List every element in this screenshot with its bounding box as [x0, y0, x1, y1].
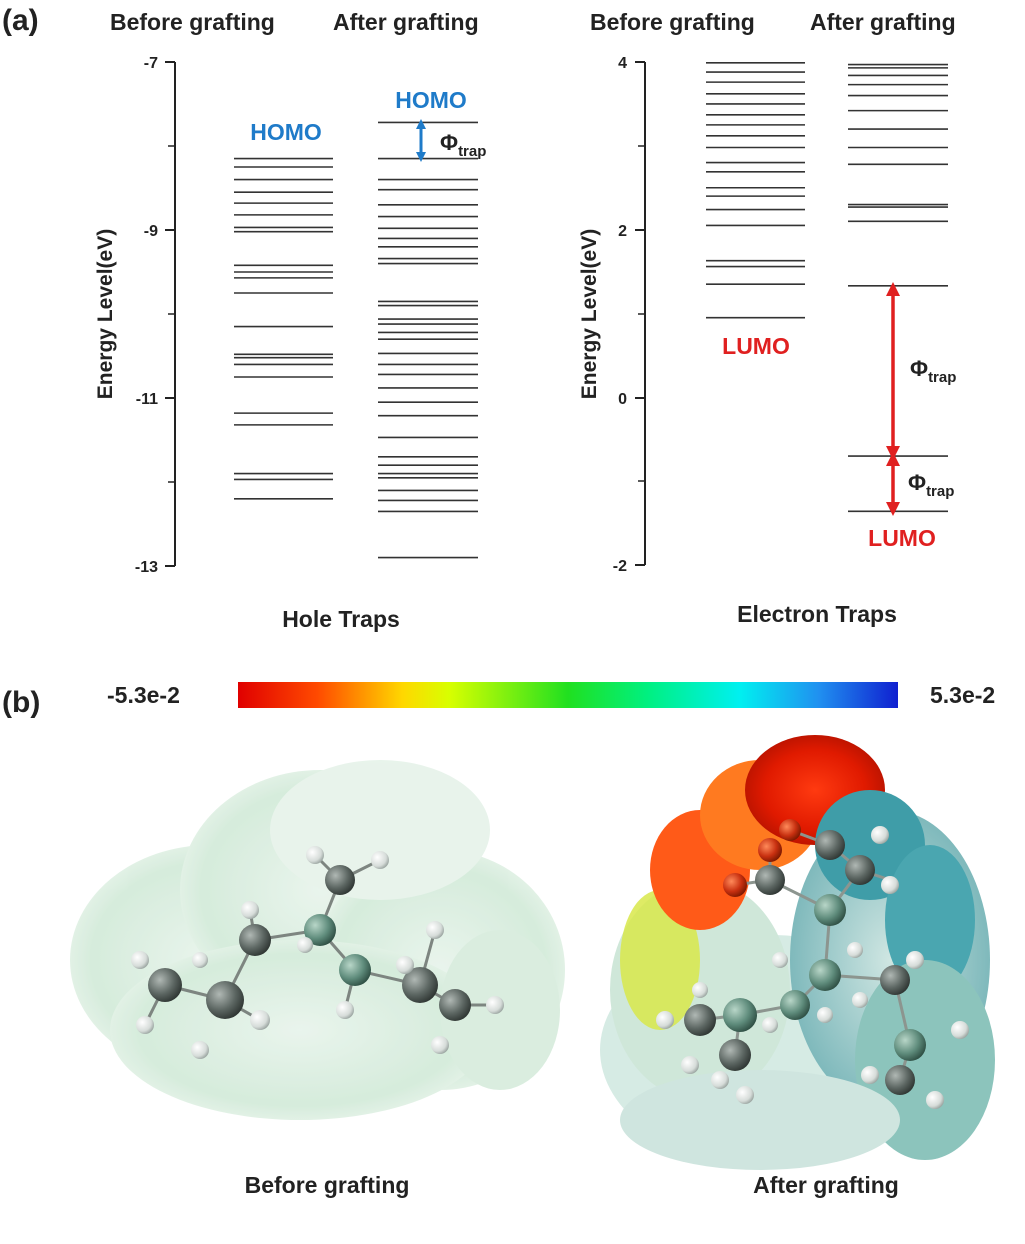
hole-traps-chart: Before grafting After grafting -7 -9 -11… — [94, 9, 486, 632]
molecule-before-grafting: Before grafting — [70, 760, 565, 1198]
molecule-atoms-after — [656, 819, 969, 1109]
molecule-after-grafting: After grafting — [600, 735, 995, 1198]
electron-lumo-after-label: LUMO — [868, 525, 936, 551]
electron-ticks — [635, 61, 645, 566]
caption-after-grafting: After grafting — [753, 1172, 899, 1198]
hole-homo-before-label: HOMO — [250, 119, 322, 145]
hole-ticks — [165, 61, 175, 567]
electron-lumo-before-label: LUMO — [722, 333, 790, 359]
esp-surface-before — [70, 760, 565, 1120]
electron-traps-chart: Before grafting After grafting 4 2 0 -2 … — [578, 9, 956, 627]
esp-surface-after — [600, 735, 995, 1170]
hole-tick-label: -7 — [144, 55, 158, 72]
panel-b-label: (b) — [2, 686, 40, 719]
color-scale-max-label: 5.3e-2 — [930, 682, 995, 708]
hole-tick-label: -9 — [144, 223, 158, 240]
electron-tick-label: 0 — [618, 391, 627, 408]
electron-energy-levels — [706, 62, 948, 513]
caption-before-grafting: Before grafting — [245, 1172, 410, 1198]
color-scale-gradient — [238, 682, 898, 708]
hole-traps-caption: Hole Traps — [282, 606, 400, 632]
hole-col-before-title: Before grafting — [110, 9, 275, 35]
hole-energy-levels — [234, 121, 478, 559]
hole-tick-label: -11 — [136, 391, 158, 408]
electron-phi-trap-label-upper: Φtrap — [910, 356, 956, 386]
electron-tick-label: -2 — [613, 558, 627, 575]
color-scale-bar: -5.3e-2 5.3e-2 — [107, 682, 995, 708]
electron-phi-trap-label-lower: Φtrap — [908, 470, 954, 500]
electron-col-before-title: Before grafting — [590, 9, 755, 35]
molecule-atoms-before — [131, 846, 504, 1059]
hole-tick-label: -13 — [135, 559, 158, 576]
electron-y-axis-label: Energy Level(eV) — [578, 229, 601, 399]
electron-col-after-title: After grafting — [810, 9, 956, 35]
hole-homo-after-label: HOMO — [395, 87, 467, 113]
hole-y-axis-label: Energy Level(eV) — [94, 229, 117, 399]
electron-tick-label: 4 — [618, 55, 627, 72]
panel-a-label: (a) — [2, 4, 39, 37]
electron-tick-label: 2 — [618, 223, 627, 240]
electron-traps-caption: Electron Traps — [737, 601, 897, 627]
hole-col-after-title: After grafting — [333, 9, 479, 35]
color-scale-min-label: -5.3e-2 — [107, 682, 180, 708]
hole-phi-trap-label: Φtrap — [440, 130, 486, 160]
